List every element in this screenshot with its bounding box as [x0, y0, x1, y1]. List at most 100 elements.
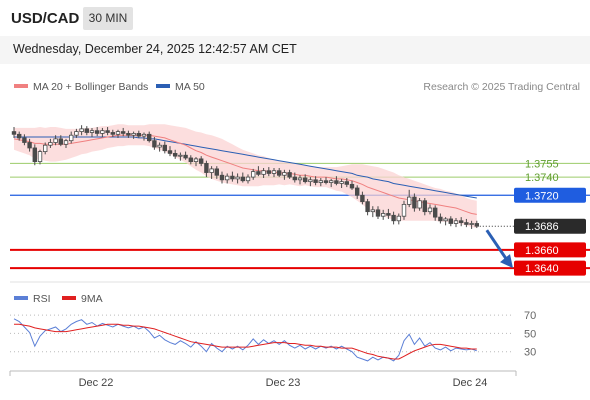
candle-body [198, 158, 204, 164]
candle-body [152, 140, 157, 148]
candle-body [313, 179, 318, 183]
ma9-legend-swatch [62, 296, 76, 300]
ma50-legend-label: MA 50 [175, 81, 205, 93]
candle-body [79, 128, 84, 132]
timestamp-bar [0, 36, 590, 64]
candles-layer [11, 125, 479, 229]
candle-body [339, 181, 344, 184]
candle-body [406, 196, 412, 205]
candle-body [391, 214, 396, 222]
x-axis-layer: Dec 22 Dec 23 Dec 24 [9, 370, 517, 389]
candle-body [334, 180, 339, 184]
copyright-text: Research © 2025 Trading Central [423, 81, 580, 93]
candle-body [474, 223, 479, 227]
candle-body [448, 218, 453, 224]
candle-body [193, 158, 199, 163]
level-label-2: 1.3720 [525, 190, 559, 202]
candle-body [422, 200, 427, 213]
candle-body [167, 150, 173, 154]
bollinger-band-layer [14, 124, 477, 228]
candle-body [401, 203, 407, 217]
candle-body [43, 144, 48, 152]
candle-body [375, 209, 381, 217]
candle-body [115, 131, 121, 135]
level-labels-layer: 1.3755 1.3740 1.3720 1.3660 1.3640 1.3686 [479, 158, 586, 276]
last-price-tag [514, 218, 586, 234]
candle-body [69, 134, 74, 142]
candle-body [178, 154, 183, 157]
ma50-legend-swatch [156, 84, 170, 88]
candle-body [453, 220, 459, 224]
candle-body [292, 176, 297, 181]
candle-body [172, 153, 178, 157]
rsi-ma-line [14, 323, 477, 360]
candle-body [318, 180, 323, 183]
level-label-4: 1.3640 [525, 263, 559, 275]
candle-body [105, 130, 110, 133]
last-price-label: 1.3686 [525, 221, 559, 233]
candle-body [235, 176, 240, 180]
candle-body [365, 201, 370, 213]
ma20-line [13, 134, 477, 215]
candle-body [146, 133, 152, 142]
rsi-legend-label: RSI [33, 293, 51, 305]
level-tag-2 [514, 187, 586, 203]
candle-body [266, 170, 271, 174]
level-label-3: 1.3660 [525, 245, 559, 257]
timeframe-badge[interactable]: 30 MIN [83, 7, 133, 30]
candle-body [188, 157, 193, 163]
level-tag-3 [514, 242, 586, 258]
candle-body [37, 151, 43, 163]
candle-body [417, 200, 422, 209]
candle-body [27, 142, 32, 149]
candle-body [370, 209, 375, 213]
candle-body [380, 213, 386, 217]
candle-body [432, 207, 438, 218]
candle-body [386, 213, 391, 216]
candle-body [183, 154, 188, 159]
candle-body [58, 138, 63, 145]
ma20-legend-swatch [14, 84, 28, 88]
candle-body [32, 147, 37, 163]
candle-body [84, 128, 89, 133]
candle-body [308, 179, 313, 183]
candle-body [141, 133, 147, 137]
candle-body [157, 144, 162, 148]
rsi-legend-swatch [14, 296, 28, 300]
projection-arrow-head [500, 254, 513, 269]
candle-body [131, 132, 136, 136]
candle-body [230, 175, 235, 180]
candle-body [427, 207, 433, 213]
candle-body [323, 180, 329, 183]
candle-body [328, 180, 334, 183]
candle-body [219, 174, 225, 181]
candle-body [95, 130, 100, 134]
x-tick-label: Dec 23 [266, 377, 301, 389]
ma20-legend-label: MA 20 + Bollinger Bands [33, 81, 148, 93]
candle-body [297, 177, 303, 181]
bollinger-band [14, 124, 477, 228]
candle-body [53, 138, 58, 143]
candle-body [89, 130, 95, 133]
candle-body [204, 163, 209, 173]
candle-body [344, 181, 349, 185]
candle-body [354, 187, 360, 196]
projection-arrow-shaft [485, 229, 509, 261]
candle-body [302, 177, 308, 183]
candle-body [282, 172, 287, 176]
candle-body [396, 215, 401, 222]
candle-body [214, 168, 219, 176]
candle-body [126, 132, 131, 136]
candle-body [110, 132, 115, 135]
candle-body [240, 176, 245, 182]
level-tag-4 [514, 260, 586, 276]
candle-body [287, 172, 292, 178]
level-label-1: 1.3740 [525, 172, 559, 184]
candle-body [256, 171, 261, 175]
candle-body [412, 196, 417, 209]
symbol-title: USD/CAD [11, 10, 80, 27]
rsi-tick-label: 30 [524, 347, 536, 359]
candle-body [276, 170, 282, 176]
candle-body [271, 170, 277, 174]
